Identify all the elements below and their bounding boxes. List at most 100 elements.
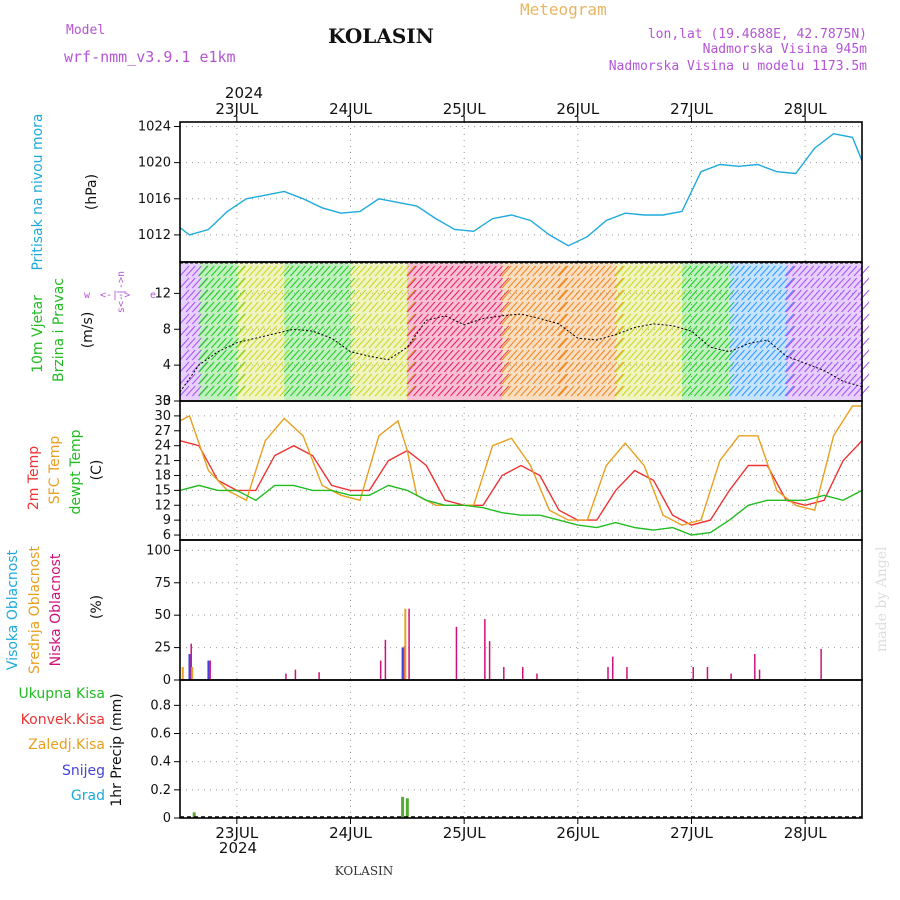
wind-barb [646, 349, 656, 361]
wind-barb [289, 301, 300, 313]
wind-barb [368, 337, 379, 349]
wind-barb [468, 313, 479, 325]
wind-barb [693, 373, 704, 385]
temp-line-orange [179, 405, 862, 526]
wind-barb [810, 301, 821, 313]
wind-barb [283, 337, 294, 349]
wind-barb [374, 337, 385, 349]
wind-barb [778, 301, 789, 313]
wind-barb [550, 301, 561, 313]
wind-barb [399, 385, 410, 397]
wind-barb [405, 289, 416, 301]
wind-barb [765, 325, 776, 337]
wind-barb [576, 265, 587, 277]
wind-barb [431, 277, 442, 289]
wind-barb [380, 385, 391, 397]
wind-barb [687, 325, 698, 337]
wind-barb [462, 337, 473, 349]
wind-barb [204, 289, 215, 301]
wind-barb [326, 301, 337, 313]
wind-barb [320, 373, 331, 385]
station-title: KOLASIN [328, 24, 434, 48]
wind-barb [741, 373, 752, 385]
wind-barb [419, 277, 430, 289]
wind-barb [236, 361, 247, 373]
wind-barb [700, 325, 710, 337]
wind-barb [267, 301, 277, 313]
wind-barb [792, 301, 802, 313]
wind-barb [320, 289, 331, 301]
wind-barb [314, 337, 325, 349]
wind-barb [443, 277, 454, 289]
wind-barb [210, 301, 221, 313]
wind-barb [374, 373, 385, 385]
wind-barb [339, 325, 349, 337]
y-tick-label-temperature: 12 [154, 498, 171, 513]
wind-barb [570, 325, 581, 337]
y-tick-label-clouds: 75 [154, 576, 171, 591]
wind-barb [576, 301, 587, 313]
wind-barb [772, 277, 782, 289]
cloud-bar-low [626, 667, 628, 680]
y-tick-label-temperature: 21 [154, 454, 171, 469]
wind-barb [333, 385, 343, 397]
panel-wind-bg [180, 262, 862, 401]
wind-barb [326, 337, 337, 349]
wind-barb [229, 385, 240, 397]
wind-barb [456, 301, 466, 313]
wind-barb [759, 373, 770, 385]
wind-barb [633, 301, 644, 313]
wind-barb [538, 361, 549, 373]
wind-barb [627, 265, 638, 277]
day-label-top: 23JUL [215, 100, 258, 118]
wind-barb [308, 325, 319, 337]
wind-barb [302, 349, 313, 361]
wind-barb [235, 385, 246, 397]
wind-barb [841, 361, 852, 373]
wind-barb [646, 337, 656, 349]
wind-barb [706, 349, 717, 361]
wind-barb [362, 337, 373, 349]
wind-barb [700, 313, 710, 325]
wind-barb [828, 265, 839, 277]
wind-barb [431, 265, 442, 277]
wind-barb [191, 277, 202, 289]
wind-barb [613, 337, 624, 349]
wind-barb [296, 277, 306, 289]
wind-barb [248, 277, 259, 289]
wind-barb [191, 349, 202, 361]
wind-barb [450, 337, 460, 349]
wind-barb [798, 277, 808, 289]
wind-barb [670, 349, 681, 361]
wind-barb [387, 313, 397, 325]
precip-unit: 1hr Precip (mm) [109, 693, 125, 806]
wind-barb [570, 265, 581, 277]
wind-barb [607, 277, 618, 289]
wind-barb [380, 265, 391, 277]
wind-barb [520, 325, 530, 337]
cloud-label-high: Visoka Oblacnost [5, 549, 21, 670]
wind-barb [210, 373, 221, 385]
wind-barb [613, 277, 624, 289]
wind-barb [380, 337, 391, 349]
wind-barb [621, 301, 632, 313]
wind-barb [261, 337, 271, 349]
wind-barb [236, 349, 247, 361]
wind-barb [261, 313, 271, 325]
wind-barb [595, 373, 606, 385]
cloud-bar-low [503, 667, 505, 680]
wind-barb [474, 277, 485, 289]
wind-barb [798, 301, 808, 313]
wind-barb [380, 373, 391, 385]
wind-barb [785, 385, 796, 397]
wind-barb [729, 277, 739, 289]
wind-barb [747, 289, 758, 301]
wind-barb [406, 289, 417, 301]
wind-barb [283, 325, 294, 337]
wind-barb [607, 325, 618, 337]
wind-barb [380, 301, 391, 313]
wind-barb [387, 385, 397, 397]
cloud-bar-low [692, 667, 694, 680]
wind-barb [828, 337, 839, 349]
wind-barb [576, 385, 587, 397]
